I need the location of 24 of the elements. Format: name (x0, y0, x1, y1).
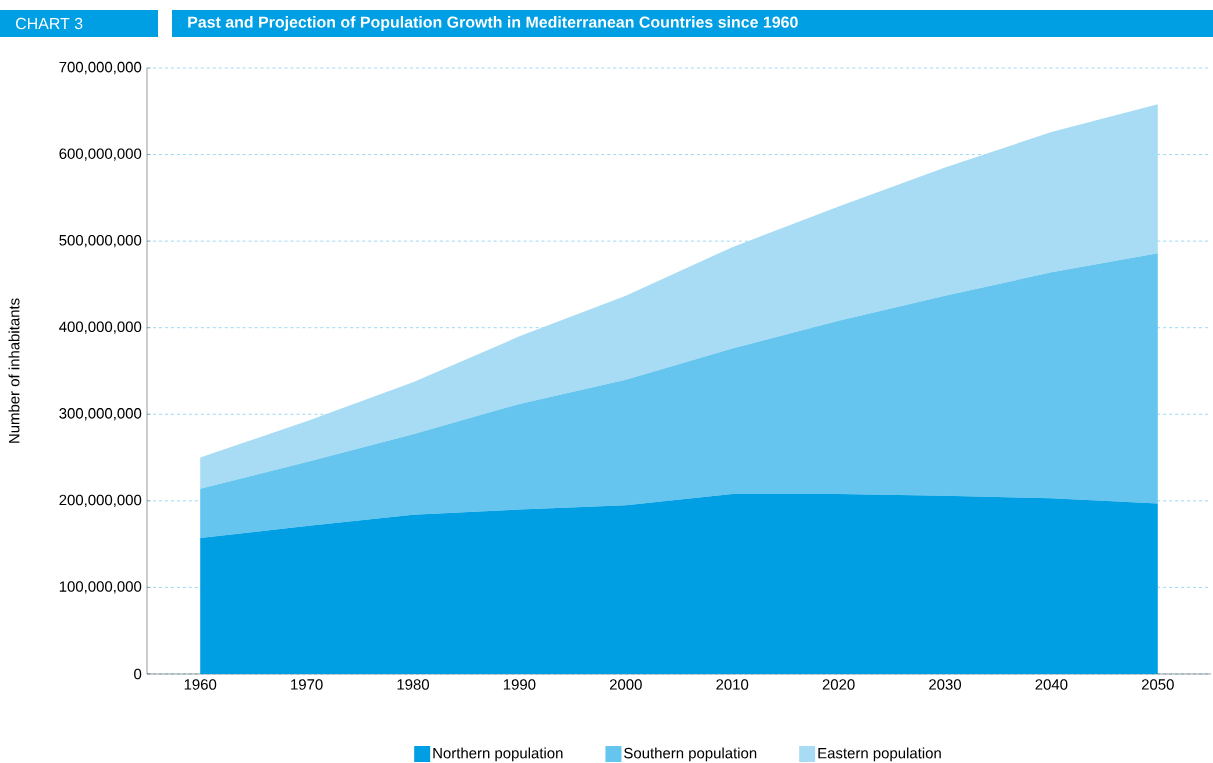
y-tick-label: 100,000,000 (59, 581, 142, 594)
x-tick-label: 2020 (822, 679, 855, 690)
caption: CHART 3 (16, 17, 83, 30)
y-tick-label: 400,000,000 (59, 321, 142, 334)
y-tick-label: 700,000,000 (59, 61, 142, 75)
y-tick-label: 600,000,000 (59, 148, 142, 161)
legend-label: Southern population (624, 747, 757, 762)
y-tick-label: 0 (134, 668, 142, 680)
x-tick-label: 2010 (716, 679, 749, 690)
x-tick-label: 1980 (397, 679, 430, 690)
x-tick-label: 1960 (184, 679, 217, 690)
x-tick-label: 2040 (1035, 679, 1068, 690)
x-tick-label: 2000 (609, 679, 642, 690)
y-axis-title: Number of inhabitants (8, 298, 20, 443)
y-tick-label: 300,000,000 (59, 408, 142, 421)
y-tick-label: 500,000,000 (59, 234, 142, 248)
x-tick-label: 1990 (503, 679, 536, 690)
x-tick-label: 1970 (291, 679, 323, 690)
legend-label: Northern population (433, 747, 563, 762)
legend-label: Eastern population (818, 747, 941, 762)
x-tick-label: 2050 (1141, 679, 1174, 690)
x-tick-label: 2030 (929, 679, 962, 690)
y-tick-label: 200,000,000 (59, 494, 142, 508)
chart-title: Past and Projection of Population Growth in Mediterranean Countries since 1960 (188, 16, 798, 31)
